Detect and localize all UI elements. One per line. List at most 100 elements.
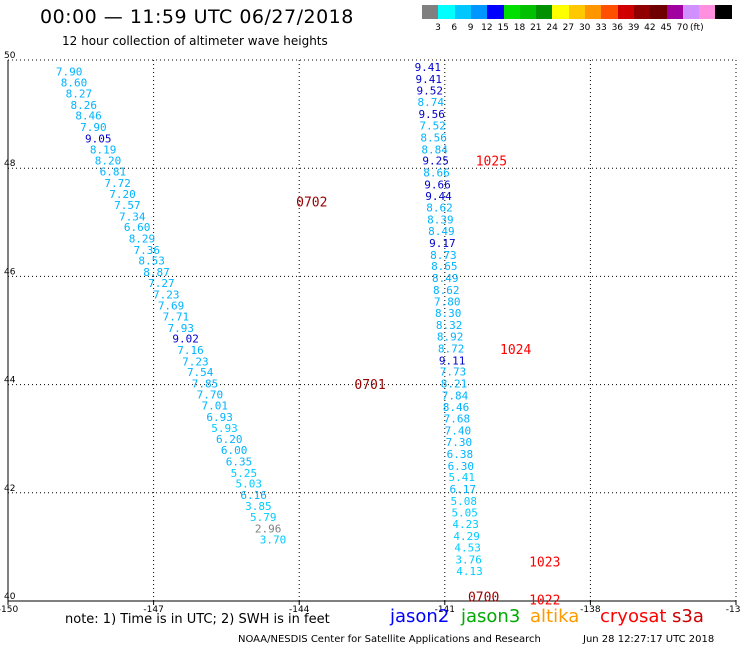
wave-height-label: 3.85 bbox=[245, 500, 272, 513]
wave-height-label: 8.21 bbox=[441, 378, 468, 391]
x-tick-label: -147 bbox=[143, 605, 163, 615]
wave-height-label: 7.71 bbox=[163, 310, 190, 323]
wave-height-label: 8.74 bbox=[417, 96, 444, 109]
wave-height-label: 7.34 bbox=[119, 210, 146, 223]
wave-height-label: 7.52 bbox=[419, 119, 446, 132]
wave-height-label: 7.23 bbox=[153, 288, 180, 301]
wave-height-label: 4.13 bbox=[456, 565, 483, 578]
wave-height-label: 7.57 bbox=[114, 199, 141, 212]
scale-swatch bbox=[470, 5, 488, 19]
wave-height-label: 8.19 bbox=[90, 143, 117, 156]
scale-swatch bbox=[519, 5, 537, 19]
wave-height-label: 8.53 bbox=[138, 255, 165, 268]
wave-height-label: 9.25 bbox=[422, 155, 449, 168]
scale-swatch bbox=[454, 5, 472, 19]
scale-swatch bbox=[487, 5, 505, 19]
sat-jason2-label: jason2 bbox=[390, 606, 450, 627]
x-tick-label: -144 bbox=[289, 605, 310, 615]
wave-height-label: 4.53 bbox=[454, 541, 481, 554]
wave-height-label: 8.56 bbox=[420, 131, 447, 144]
scale-swatch bbox=[650, 5, 668, 19]
wave-height-label: 8.62 bbox=[426, 202, 453, 215]
wave-height-label: 9.17 bbox=[429, 237, 456, 250]
scale-swatch bbox=[715, 5, 733, 19]
wave-height-label: 5.03 bbox=[235, 478, 262, 491]
wave-height-label: 7.54 bbox=[187, 366, 214, 379]
x-tick-label: -135 bbox=[726, 605, 740, 615]
wave-height-label: 7.01 bbox=[202, 400, 229, 413]
wave-height-label: 3.76 bbox=[455, 553, 482, 566]
wave-height-label: 8.65 bbox=[431, 260, 458, 273]
scale-label: 18 bbox=[513, 23, 526, 33]
wave-height-label: 5.05 bbox=[451, 506, 478, 519]
scale-label: 45 bbox=[660, 23, 672, 33]
credit-line: NOAA/NESDIS Center for Satellite Applica… bbox=[238, 634, 541, 645]
wave-height-label: 8.49 bbox=[432, 272, 459, 285]
wave-height-label: 5.08 bbox=[450, 495, 477, 508]
scale-swatch bbox=[699, 5, 717, 19]
wave-height-label: 8.29 bbox=[129, 233, 156, 246]
wave-height-label: 7.69 bbox=[158, 300, 185, 313]
wave-height-label: 7.68 bbox=[444, 413, 471, 426]
wave-height-label: 7.93 bbox=[168, 322, 195, 335]
wave-height-label: 8.46 bbox=[443, 401, 470, 414]
x-tick-label: -138 bbox=[580, 605, 601, 615]
wave-height-label: 4.29 bbox=[453, 530, 480, 543]
wave-height-label: 6.93 bbox=[206, 411, 233, 424]
scale-label: 30 bbox=[578, 23, 591, 33]
chart-title: 00:00 — 11:59 UTC 06/27/2018 bbox=[40, 6, 354, 28]
scale-label: 9 bbox=[467, 23, 474, 33]
wave-height-label: 8.72 bbox=[438, 342, 465, 355]
footer-note: note: 1) Time is in UTC; 2) SWH is in fe… bbox=[65, 612, 330, 627]
scale-label: 33 bbox=[595, 23, 607, 33]
wave-height-label: 8.92 bbox=[437, 330, 464, 343]
time-tag-label: 1025 bbox=[476, 155, 507, 170]
scale-swatch bbox=[536, 5, 554, 19]
y-tick-label: 48 bbox=[4, 159, 16, 169]
scale-label: 24 bbox=[546, 23, 558, 33]
scale-label: 12 bbox=[481, 23, 493, 33]
time-tag-label: 0701 bbox=[354, 378, 385, 393]
y-tick-label: 40 bbox=[4, 592, 16, 602]
y-tick-label: 42 bbox=[4, 484, 15, 494]
scale-swatch bbox=[568, 5, 586, 19]
scale-label: 6 bbox=[451, 23, 458, 33]
scale-swatch bbox=[617, 5, 635, 19]
scale-label: 36 bbox=[611, 23, 624, 33]
wave-height-label: 7.72 bbox=[104, 177, 131, 190]
wave-height-label: 8.39 bbox=[427, 214, 454, 227]
y-tick-label: 46 bbox=[4, 267, 16, 277]
wave-height-label: 7.80 bbox=[434, 295, 461, 308]
wave-height-label: 6.30 bbox=[448, 460, 475, 473]
wave-height-label: 5.25 bbox=[231, 467, 258, 480]
time-tag-label: 0700 bbox=[468, 591, 499, 606]
wave-height-label: 6.81 bbox=[100, 165, 127, 178]
wave-height-label: 7.40 bbox=[445, 425, 472, 438]
scale-swatch bbox=[601, 5, 619, 19]
wave-height-label: 7.85 bbox=[192, 378, 219, 391]
wave-height-label: 7.16 bbox=[177, 344, 204, 357]
wave-height-label: 6.16 bbox=[240, 489, 267, 502]
wave-height-label: 7.27 bbox=[148, 277, 175, 290]
scale-swatch bbox=[503, 5, 521, 19]
wave-height-label: 7.30 bbox=[446, 436, 473, 449]
wave-height-label: 9.44 bbox=[425, 190, 452, 203]
wave-height-label: 3.70 bbox=[260, 533, 287, 546]
scale-swatch bbox=[438, 5, 456, 19]
wave-height-label: 7.90 bbox=[56, 65, 83, 78]
scale-swatch bbox=[585, 5, 602, 19]
wave-height-label: 9.56 bbox=[418, 108, 445, 121]
wave-height-label: 5.93 bbox=[211, 422, 238, 435]
wave-height-label: 9.66 bbox=[424, 178, 451, 191]
scale-label: 70 bbox=[676, 23, 689, 33]
wave-height-label: 9.41 bbox=[415, 61, 442, 74]
wave-height-label: 7.84 bbox=[442, 389, 469, 402]
scale-swatch bbox=[552, 5, 570, 19]
scale-label: 21 bbox=[530, 23, 542, 33]
scale-swatch bbox=[666, 5, 684, 19]
sat-altika-label: altika bbox=[530, 606, 580, 627]
wave-height-label: 8.60 bbox=[61, 77, 88, 90]
wave-height-label: 8.49 bbox=[428, 225, 455, 238]
wave-height-label: 7.73 bbox=[440, 366, 467, 379]
